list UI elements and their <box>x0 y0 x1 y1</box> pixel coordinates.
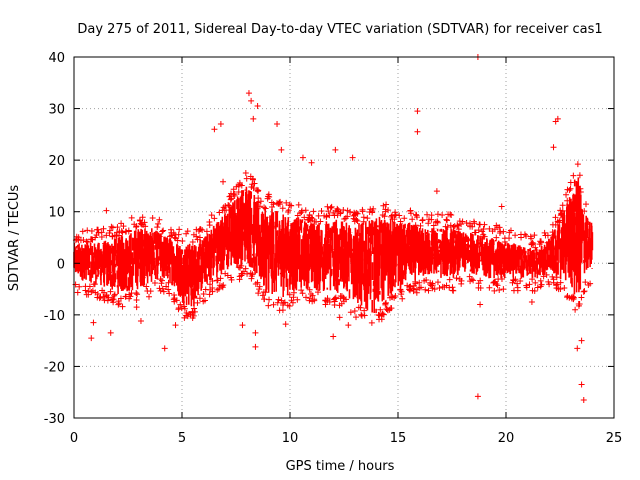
data-point <box>254 102 261 109</box>
x-tick-label: 25 <box>606 431 623 446</box>
data-point <box>245 90 252 97</box>
data-point <box>349 154 356 161</box>
x-tick-label: 10 <box>282 431 299 446</box>
y-tick-label: 10 <box>48 206 65 221</box>
data-point <box>308 159 315 166</box>
data-point <box>414 108 421 115</box>
data-point <box>578 381 585 388</box>
data-point <box>550 144 557 151</box>
data-point <box>172 322 179 329</box>
data-point <box>88 335 95 342</box>
data-point <box>299 154 306 161</box>
data-point <box>345 322 352 329</box>
data-point <box>278 146 285 153</box>
data-point <box>133 304 140 311</box>
data-point <box>498 203 505 210</box>
data-point <box>474 393 481 400</box>
y-tick-label: 0 <box>57 257 65 272</box>
x-tick-label: 15 <box>390 431 407 446</box>
data-point <box>250 115 257 122</box>
data-point <box>137 318 144 325</box>
y-tick-label: -10 <box>44 309 65 324</box>
data-point <box>572 306 579 313</box>
data-point <box>574 345 581 352</box>
data-point <box>330 333 337 340</box>
data-point <box>107 329 114 336</box>
data-point <box>332 146 339 153</box>
data-point <box>336 314 343 321</box>
data-point <box>211 126 218 133</box>
data-point <box>248 97 255 104</box>
data-point <box>252 343 259 350</box>
data-point <box>580 396 587 403</box>
data-point <box>239 322 246 329</box>
data-points <box>88 54 587 403</box>
data-band <box>72 161 594 326</box>
axis-ticks: 0 5 10 15 20 25 -30 -20 -10 0 10 20 30 40 <box>44 51 623 446</box>
x-tick-label: 0 <box>70 431 78 446</box>
data-point <box>528 298 535 305</box>
data-point <box>103 207 110 214</box>
data-point <box>274 121 281 128</box>
data-point <box>554 115 561 122</box>
y-tick-label: 40 <box>48 51 65 66</box>
data-point <box>414 128 421 135</box>
data-point <box>90 319 97 326</box>
data-point <box>578 337 585 344</box>
y-tick-label: -20 <box>44 360 65 375</box>
data-point <box>161 345 168 352</box>
data-point <box>477 301 484 308</box>
data-point <box>433 188 440 195</box>
y-tick-label: 30 <box>48 103 65 118</box>
y-tick-label: 20 <box>48 154 65 169</box>
x-tick-label: 20 <box>498 431 515 446</box>
data-point <box>217 121 224 128</box>
data-point <box>282 321 289 328</box>
x-tick-label: 5 <box>178 431 186 446</box>
plot-frame <box>73 56 615 419</box>
band-edge-markers <box>72 161 594 326</box>
data-point <box>220 178 227 185</box>
x-axis-label: GPS time / hours <box>286 459 395 474</box>
y-axis-label: SDTVAR / TECUs <box>7 185 22 292</box>
chart-title: Day 275 of 2011, Sidereal Day-to-day VTE… <box>77 22 602 37</box>
y-tick-label: -30 <box>44 412 65 427</box>
data-point <box>252 329 259 336</box>
